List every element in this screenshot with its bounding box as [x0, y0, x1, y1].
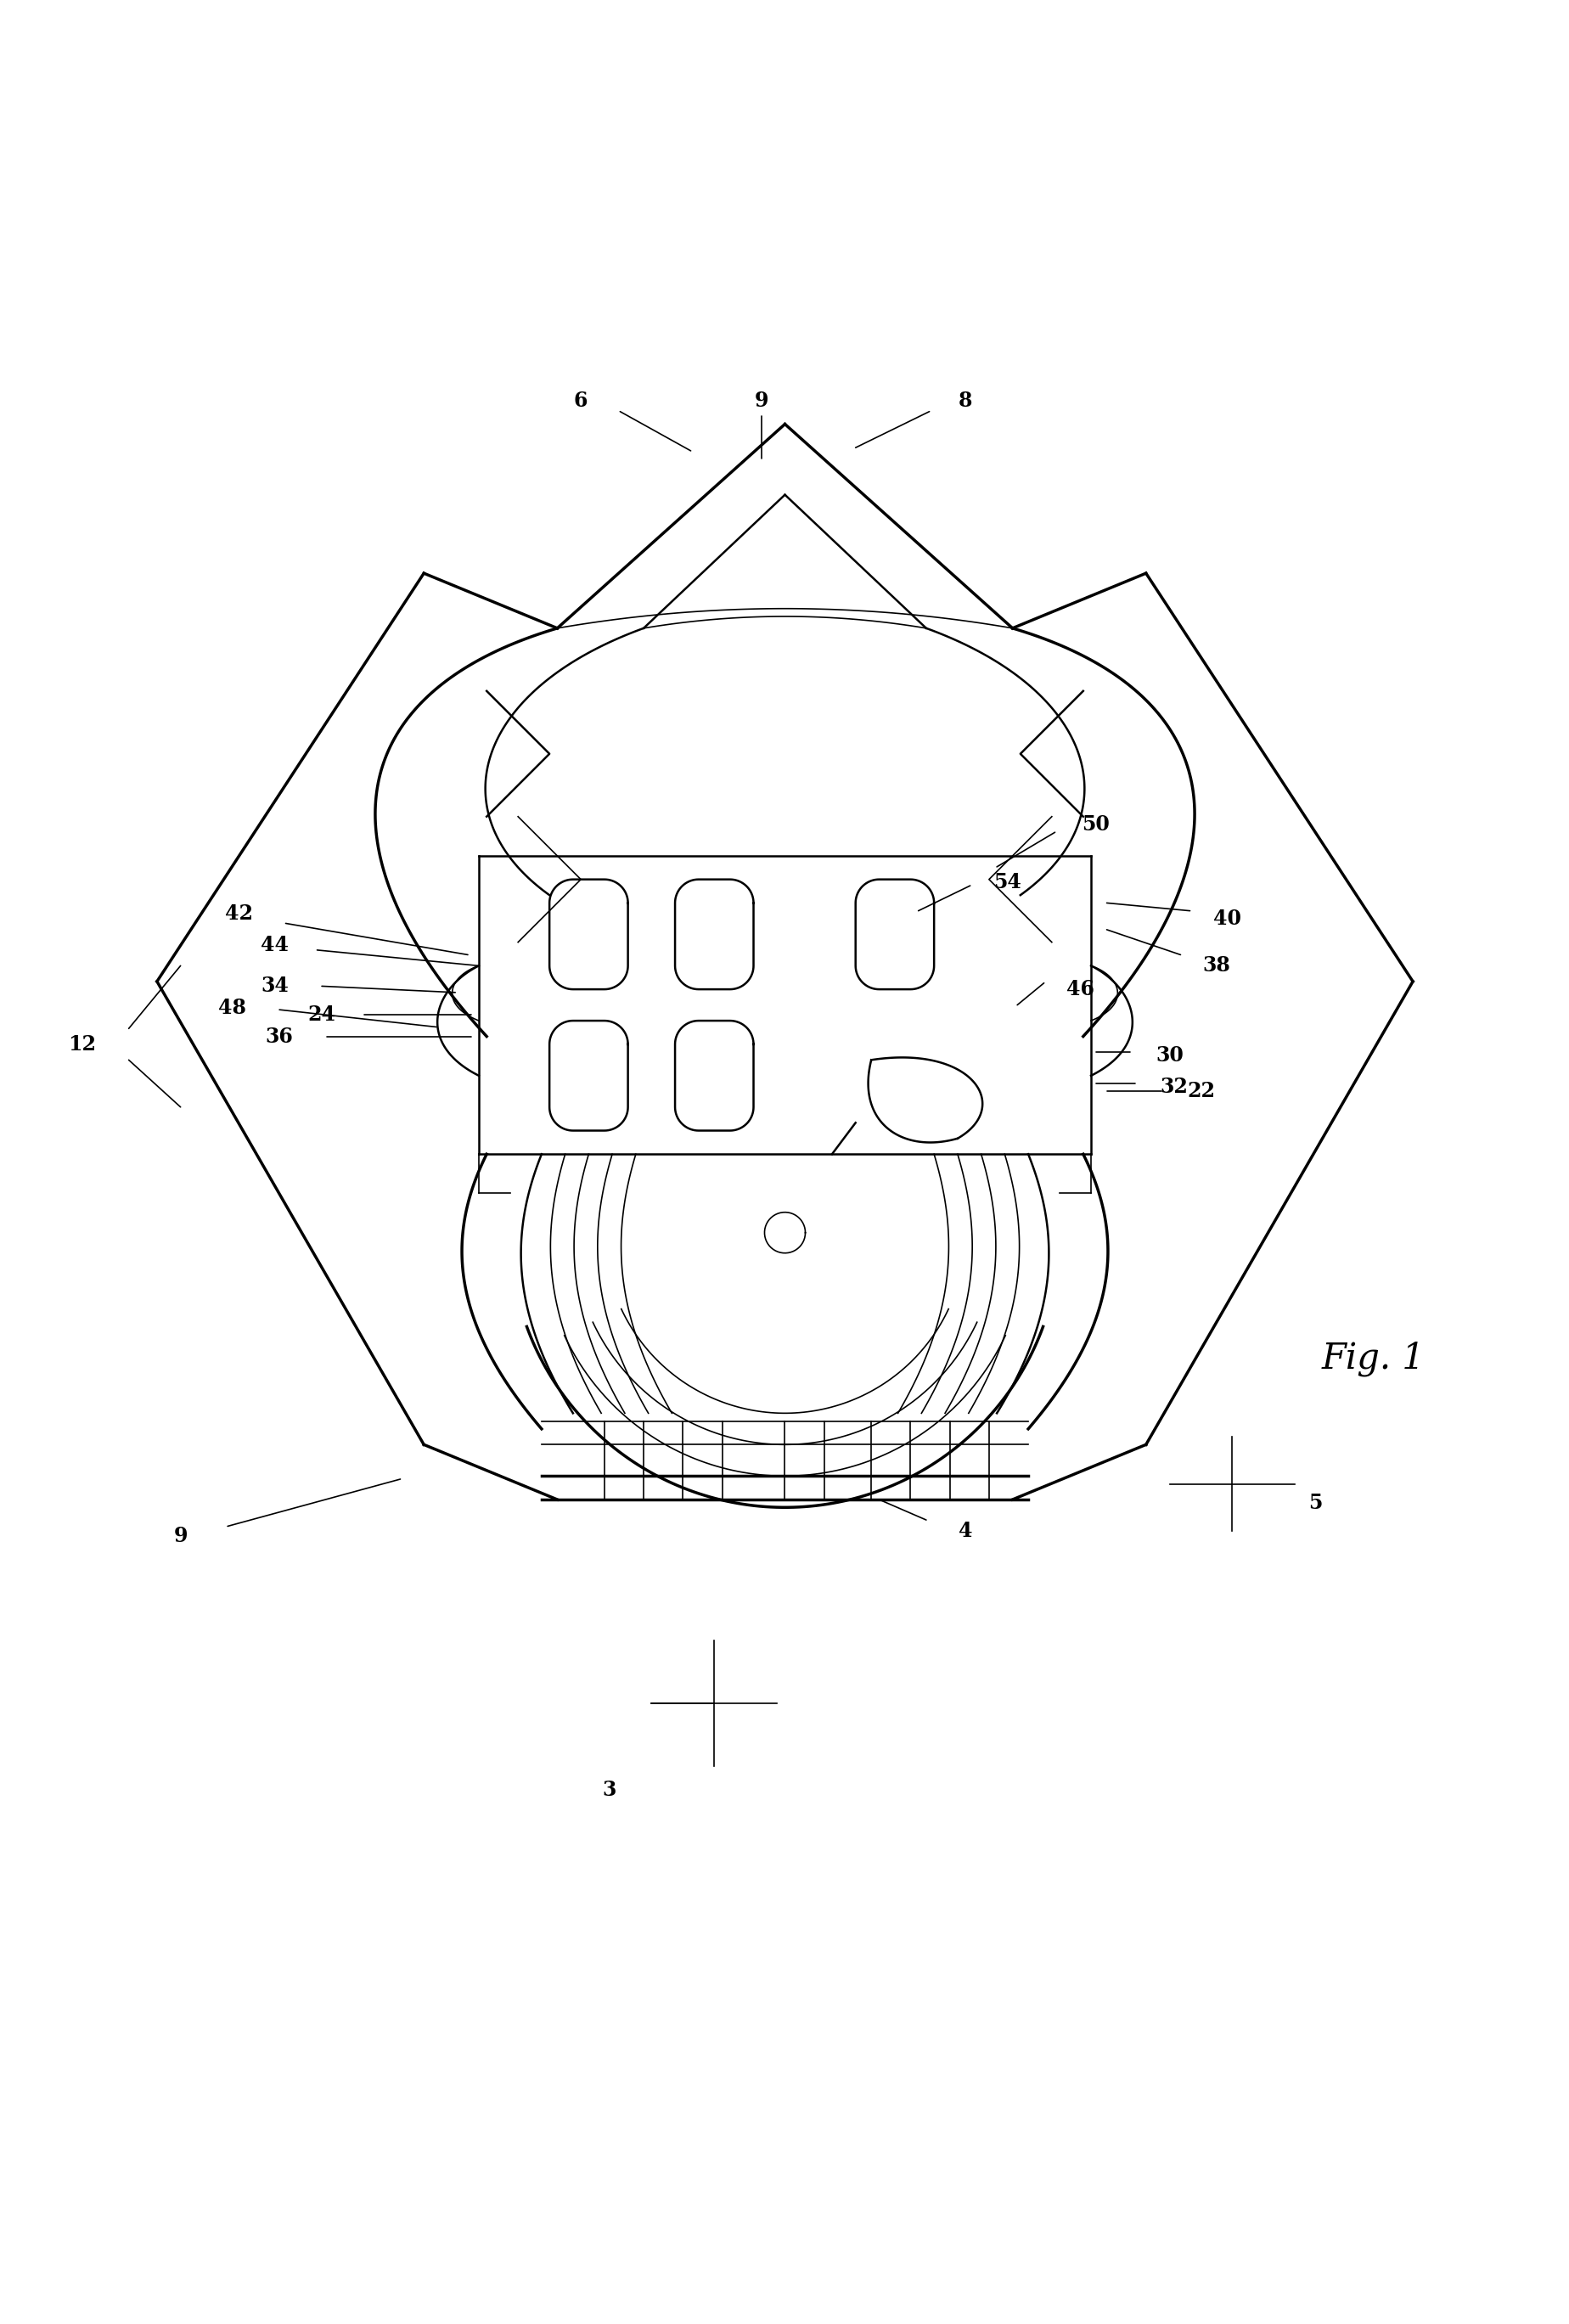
Text: 9: 9 — [174, 1525, 187, 1545]
Text: 54: 54 — [993, 872, 1021, 892]
Text: 5: 5 — [1309, 1492, 1321, 1513]
Text: 3: 3 — [602, 1780, 615, 1801]
Text: Fig. 1: Fig. 1 — [1321, 1341, 1425, 1376]
Text: 12: 12 — [67, 1034, 96, 1055]
Text: 6: 6 — [574, 390, 587, 411]
Text: 46: 46 — [1065, 978, 1094, 999]
Text: 8: 8 — [959, 390, 971, 411]
Text: 36: 36 — [265, 1027, 293, 1046]
Text: 24: 24 — [308, 1004, 336, 1025]
Text: 48: 48 — [218, 997, 246, 1018]
Text: 9: 9 — [755, 390, 767, 411]
Text: 40: 40 — [1213, 909, 1241, 930]
Text: 32: 32 — [1159, 1076, 1188, 1097]
Text: 42: 42 — [224, 904, 253, 925]
Text: 38: 38 — [1202, 955, 1230, 976]
Text: 50: 50 — [1081, 813, 1109, 834]
Text: 44: 44 — [260, 934, 289, 955]
Text: 22: 22 — [1186, 1081, 1214, 1102]
Text: 34: 34 — [260, 976, 289, 997]
Text: 30: 30 — [1155, 1046, 1183, 1064]
Text: 4: 4 — [959, 1520, 971, 1541]
